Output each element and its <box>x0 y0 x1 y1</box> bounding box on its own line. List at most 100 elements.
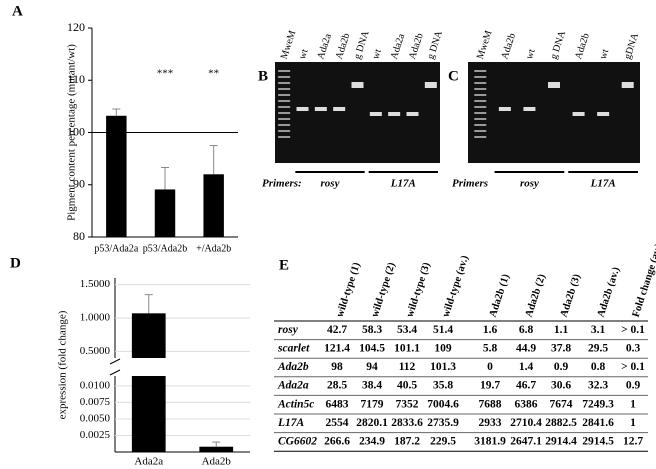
ladder-band <box>278 82 291 84</box>
ladder-band <box>278 136 291 138</box>
row-label: scarlet <box>277 343 310 355</box>
lane-label: g DNA <box>425 29 445 61</box>
table-cell: 0.9 <box>626 380 641 392</box>
table-cell: 1.6 <box>483 324 498 336</box>
table-cell: 7688 <box>479 398 502 410</box>
panel-label: E <box>279 257 289 273</box>
table-cell: 2882.5 <box>545 417 577 429</box>
table-cell: 7674 <box>550 398 573 410</box>
ladder-band <box>278 88 291 90</box>
y-tick-label: 120 <box>67 20 85 34</box>
table-cell: 44.9 <box>516 343 536 355</box>
bar <box>131 376 166 452</box>
y-tick-label: 100 <box>67 124 85 138</box>
table-cell: 7004.6 <box>427 398 459 410</box>
table-cell: 0.8 <box>591 361 606 373</box>
gel-band <box>333 107 346 111</box>
table-cell: 6483 <box>326 398 349 410</box>
ladder-band <box>278 130 291 132</box>
primers-label: Primers: <box>262 178 302 190</box>
table-cell: 266.6 <box>324 436 350 448</box>
lane-label: wt <box>297 48 311 61</box>
annotation: ** <box>208 68 219 80</box>
y-tick-label: 0.0100 <box>80 379 111 391</box>
table-cell: 42.7 <box>327 324 347 336</box>
table-cell: 6386 <box>515 398 538 410</box>
column-header: Ada2b (3) <box>559 272 583 318</box>
table-cell: 2735.9 <box>427 417 459 429</box>
gel-band <box>314 107 327 111</box>
table-cell: 2710.4 <box>510 417 542 429</box>
column-header: wild-type (2) <box>370 261 398 319</box>
ladder-band <box>474 76 487 78</box>
y-tick-label: 0.0050 <box>80 412 111 424</box>
row-label: CG6602 <box>278 436 317 448</box>
gel-band <box>597 112 610 116</box>
lane-label: Ada2b <box>334 32 353 61</box>
x-tick-label: Ada2b <box>202 456 232 468</box>
ladder-band <box>474 118 487 120</box>
gel-band <box>572 112 585 116</box>
lane-label: Ada2b <box>573 32 592 61</box>
lane-label: Ada2b <box>407 32 426 61</box>
table-cell: 2554 <box>326 417 349 429</box>
table-cell: 6.8 <box>519 324 534 336</box>
table-cell: 2833.6 <box>391 417 423 429</box>
table-cell: 187.2 <box>394 436 420 448</box>
y-tick-label: 0.0075 <box>80 396 111 408</box>
lane-label: wt <box>524 48 538 61</box>
table-cell: 229.5 <box>430 436 456 448</box>
panel-label: C <box>448 68 459 84</box>
column-header: Ada2b (1) <box>488 272 512 318</box>
y-axis-label: Pigment content percentage (mutant/wt) <box>66 44 78 221</box>
table-cell: 2820.1 <box>356 417 388 429</box>
ladder-band <box>474 136 487 138</box>
y-tick-label: 0.0025 <box>80 429 111 441</box>
table-cell: 30.6 <box>551 380 571 392</box>
table-cell: 2914.5 <box>582 436 614 448</box>
row-label: Ada2b <box>277 361 309 373</box>
gel-image <box>468 62 640 163</box>
y-tick-label: 0.5000 <box>80 345 111 357</box>
row-label: Ada2a <box>277 380 309 392</box>
ladder-band <box>278 118 291 120</box>
primer-name: rosy <box>321 178 340 190</box>
table-cell: 2841.6 <box>582 417 614 429</box>
ladder-band <box>474 88 487 90</box>
table-cell: 94 <box>366 361 378 373</box>
table-cell: 3181.9 <box>474 436 506 448</box>
primer-name: L17A <box>390 178 416 190</box>
y-tick-label: 1.0000 <box>80 312 111 324</box>
lane-label: Ada2a <box>315 32 334 61</box>
table-cell: 98 <box>331 361 343 373</box>
table-cell: 0.3 <box>626 343 641 355</box>
ladder-band <box>474 124 487 126</box>
bar <box>106 115 127 237</box>
x-tick-label: Ada2a <box>134 456 163 468</box>
table-cell: 53.4 <box>397 324 417 336</box>
x-tick-label: p53/Ada2b <box>143 243 187 254</box>
table-cell: 46.7 <box>516 380 536 392</box>
lane-label: g DNA <box>352 29 372 61</box>
table-cell: 37.8 <box>551 343 571 355</box>
ladder-band <box>278 106 291 108</box>
table-cell: 1 <box>630 417 636 429</box>
table-cell: 5.8 <box>483 343 498 355</box>
column-header: wild-type (1) <box>335 261 363 319</box>
ladder-band <box>278 76 291 78</box>
table-cell: > 0.1 <box>621 361 645 373</box>
table-cell: 58.3 <box>362 324 382 336</box>
column-header: Ada2b (av.) <box>596 265 623 318</box>
y-tick-label: 1.5000 <box>80 278 111 290</box>
axis-break <box>109 358 121 365</box>
gel-band <box>424 82 437 88</box>
ladder-band <box>474 82 487 84</box>
table-cell: 12.7 <box>623 436 643 448</box>
table-cell: 19.7 <box>480 380 500 392</box>
column-header: Ada2b (2) <box>524 272 548 318</box>
lane-label: MweM <box>475 29 495 61</box>
panel-label: D <box>10 255 21 271</box>
table-cell: 1 <box>630 398 636 410</box>
panel-label: B <box>258 68 268 84</box>
